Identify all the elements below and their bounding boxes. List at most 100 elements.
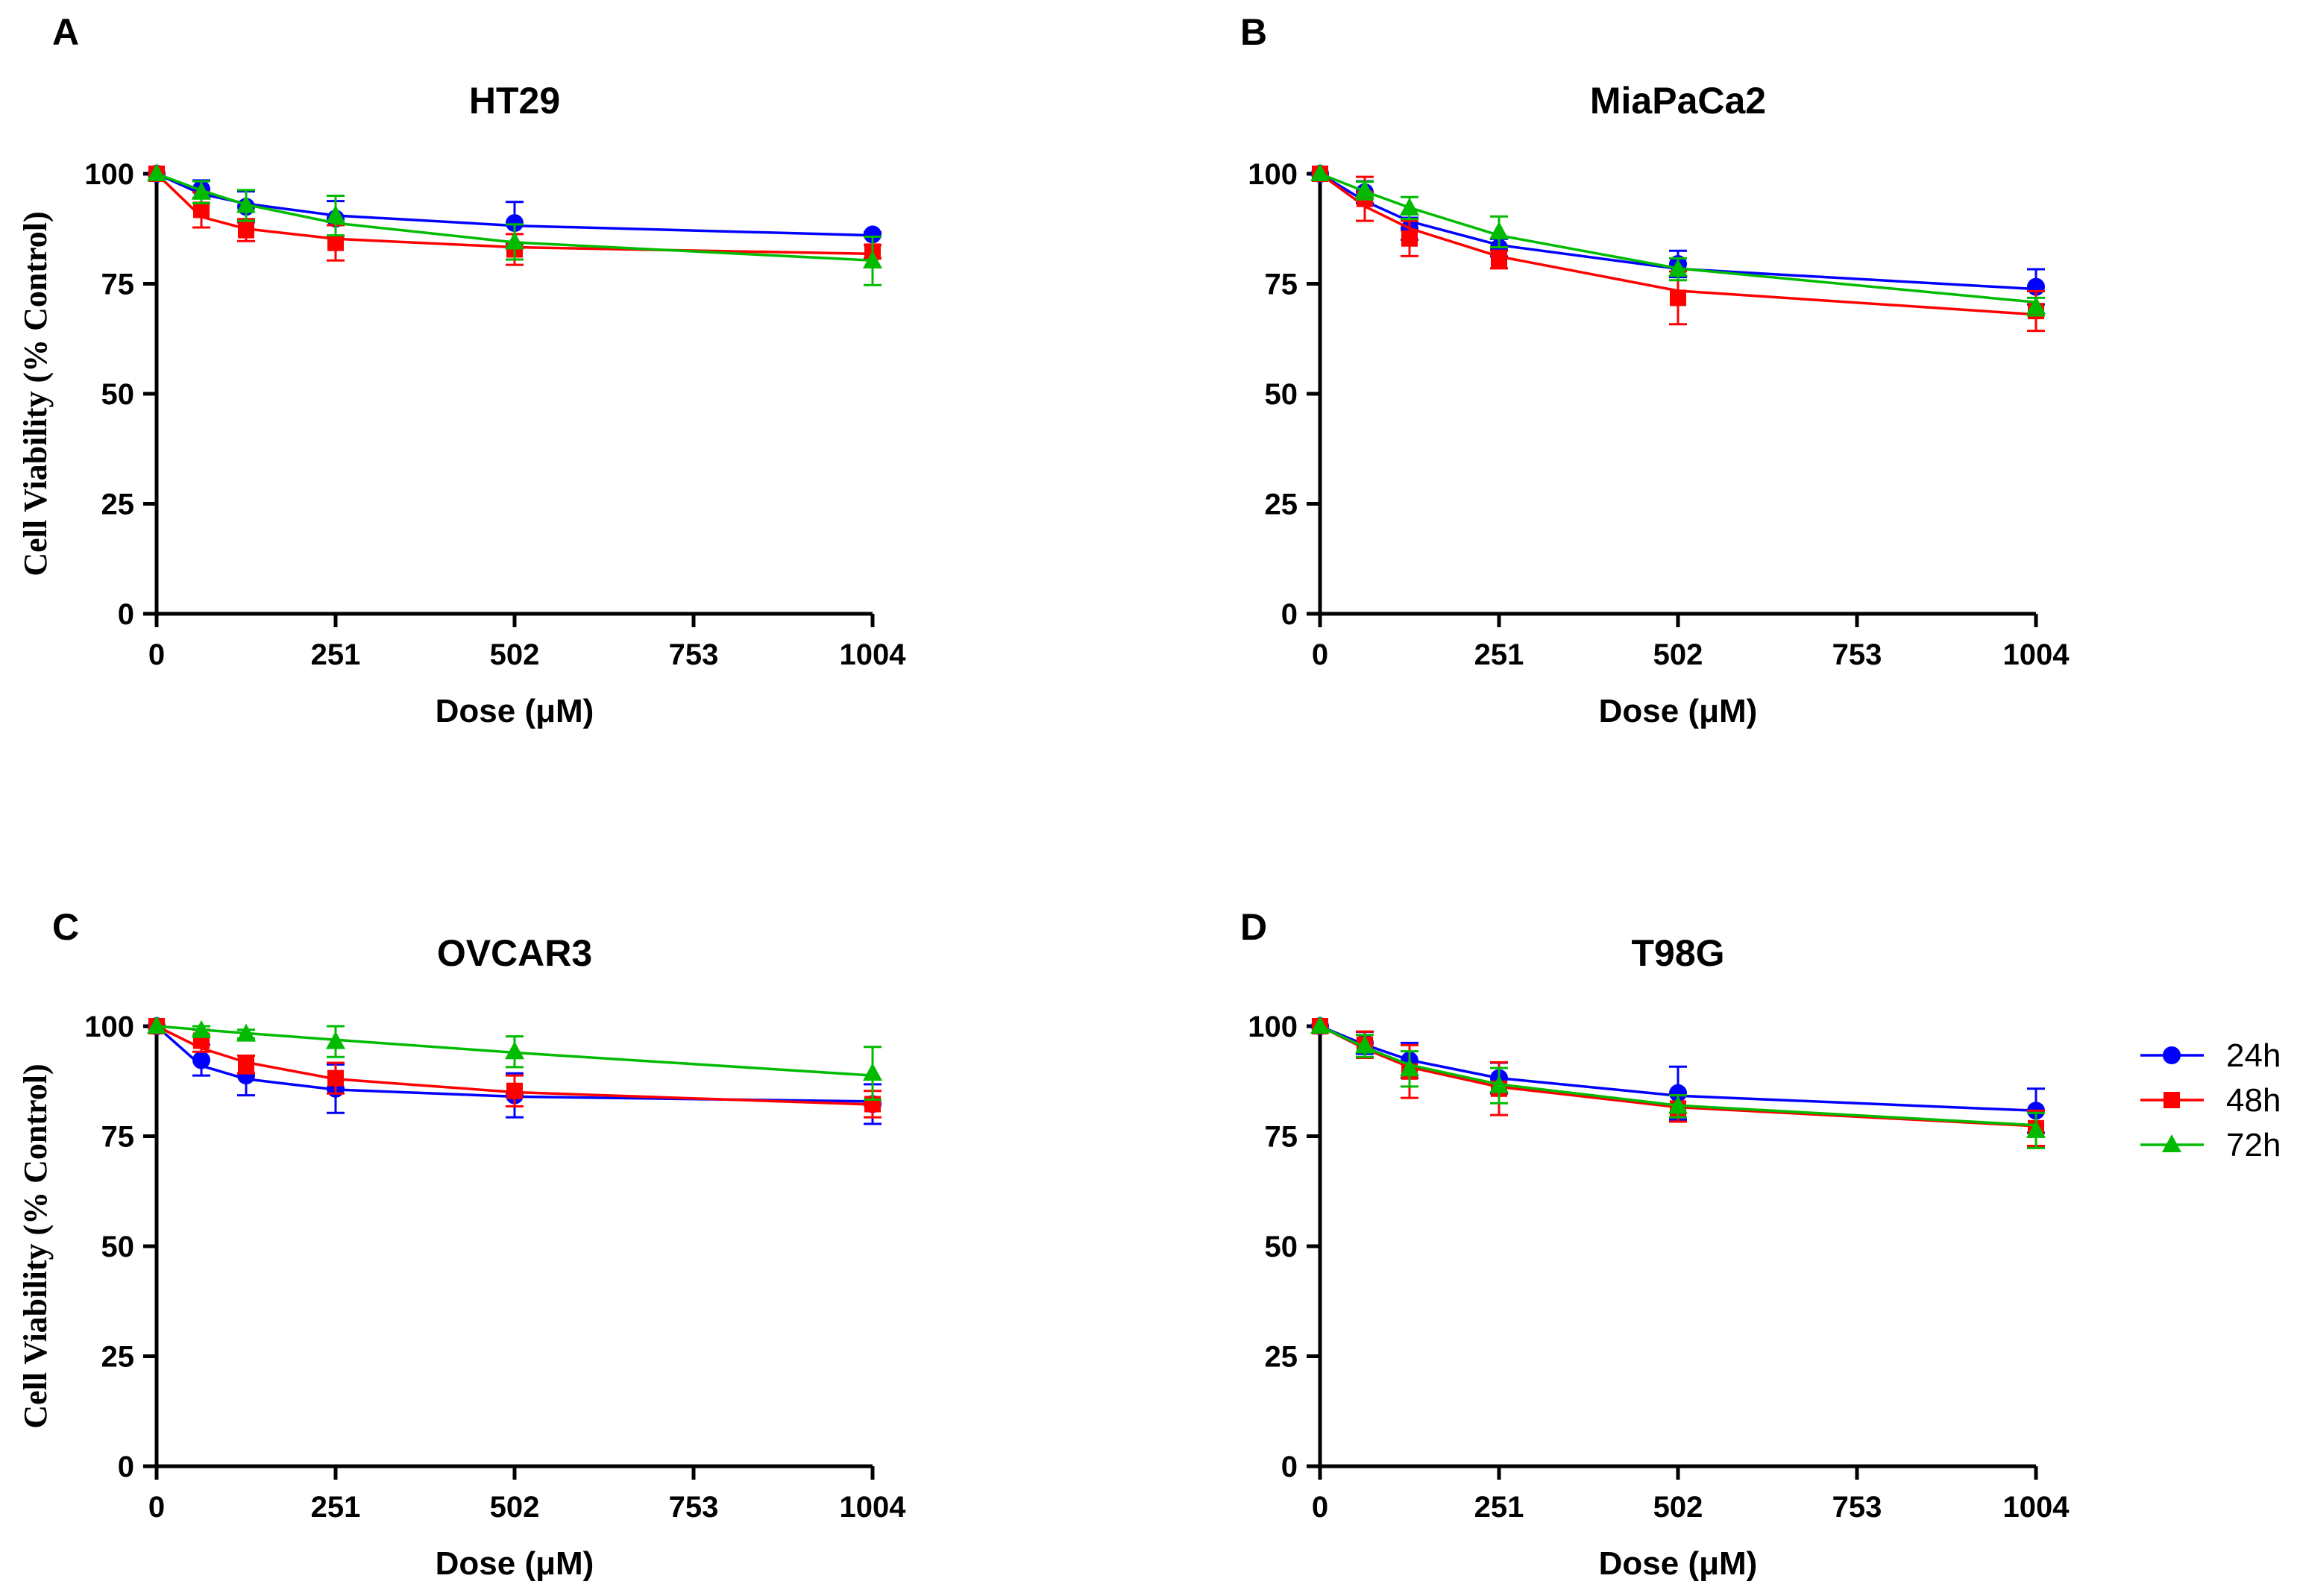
x-tick-label: 1004 <box>2003 1491 2070 1524</box>
data-point-72h <box>863 1063 882 1081</box>
fit-curve-72h <box>156 1025 873 1077</box>
y-axis-title: Cell Viability (% Control) <box>17 211 54 576</box>
y-tick-label: 50 <box>1265 1231 1298 1263</box>
data-point-72h <box>863 250 882 268</box>
data-point-72h <box>1355 1035 1374 1054</box>
x-tick-label: 753 <box>669 638 719 671</box>
x-tick-label: 502 <box>1653 1491 1703 1524</box>
series-72h <box>1310 163 2046 317</box>
data-point-48h <box>506 1082 523 1099</box>
data-point-48h <box>238 222 254 239</box>
series-72h <box>147 163 882 286</box>
data-point-24h <box>506 214 524 233</box>
y-axis-title: Cell Viability (% Control) <box>17 1064 54 1428</box>
x-axis-title: Dose (μM) <box>1599 1545 1758 1582</box>
data-point-72h <box>326 1031 345 1049</box>
y-tick-label: 0 <box>1281 1451 1298 1483</box>
y-tick-label: 100 <box>1248 1011 1298 1043</box>
data-point-72h <box>236 1023 256 1042</box>
legend-label: 72h <box>2226 1127 2281 1163</box>
x-tick-label: 251 <box>311 1491 361 1524</box>
x-tick-label: 502 <box>490 1491 540 1524</box>
y-tick-label: 50 <box>1265 378 1298 411</box>
data-point-72h <box>1489 1075 1509 1093</box>
chart-title: OVCAR3 <box>437 932 592 974</box>
y-tick-label: 25 <box>1265 488 1298 521</box>
data-point-24h <box>864 225 882 244</box>
data-point-48h <box>1670 289 1686 307</box>
data-point-24h <box>192 1051 210 1069</box>
y-tick-label: 75 <box>1265 268 1298 301</box>
y-tick-label: 75 <box>101 268 135 301</box>
data-point-72h <box>147 163 166 181</box>
legend-item-48h: 48h <box>2140 1082 2281 1119</box>
data-point-72h <box>1355 180 1374 198</box>
panel-letter: D <box>1240 906 1267 948</box>
series-72h <box>147 1016 882 1102</box>
y-tick-label: 0 <box>118 598 134 631</box>
y-tick-label: 50 <box>101 1231 135 1263</box>
x-tick-label: 502 <box>1653 638 1703 671</box>
data-point-72h <box>1668 259 1688 277</box>
y-tick-label: 75 <box>1265 1121 1298 1154</box>
data-point-48h <box>327 234 344 251</box>
x-axis-title: Dose (μM) <box>1599 693 1758 729</box>
chart-title: MiaPaCa2 <box>1590 80 1766 122</box>
panel-c: C OVCAR3 0 25 50 75 100 0 251 502 753 1004 Dose (μM)… <box>17 906 906 1582</box>
data-point-72h <box>1310 1016 1330 1034</box>
data-point-72h <box>192 181 211 200</box>
data-point-72h <box>326 205 345 224</box>
data-point-72h <box>505 231 524 250</box>
panel-letter: C <box>52 906 79 948</box>
y-tick-label: 50 <box>101 378 135 411</box>
series-48h <box>1312 166 2045 333</box>
legend-label: 48h <box>2226 1082 2281 1119</box>
panels: A HT29 0 25 50 75 100 0 251 502 753 1004 Dose (μM) Ce… <box>17 11 2070 1582</box>
legend-marker <box>2164 1092 2180 1108</box>
x-tick-label: 251 <box>1474 1491 1524 1524</box>
y-tick-label: 100 <box>1248 158 1298 191</box>
data-point-48h <box>327 1069 344 1087</box>
chart-title: HT29 <box>469 80 560 122</box>
x-tick-label: 1004 <box>2003 638 2070 671</box>
panel-a: A HT29 0 25 50 75 100 0 251 502 753 1004 Dose (μM) Ce… <box>17 11 906 729</box>
x-tick-label: 1004 <box>840 638 907 671</box>
data-point-72h <box>1400 198 1419 216</box>
fit-curve-72h <box>156 172 873 262</box>
x-tick-label: 753 <box>1832 1491 1882 1524</box>
x-tick-label: 0 <box>148 638 165 671</box>
legend-marker <box>2162 1134 2181 1152</box>
legend-marker <box>2163 1046 2181 1064</box>
x-axis-title: Dose (μM) <box>436 1545 594 1582</box>
series-72h <box>1310 1016 2046 1149</box>
data-point-72h <box>192 1020 211 1038</box>
panel-d: D T98G 0 25 50 75 100 0 251 502 753 1004 Dose (μM) <box>1240 906 2070 1582</box>
y-tick-label: 100 <box>84 158 134 191</box>
y-tick-label: 75 <box>101 1121 135 1154</box>
fit-curve-72h <box>1319 1025 2037 1127</box>
legend: 24h 48h 72h <box>2140 1037 2281 1163</box>
x-tick-label: 251 <box>1474 638 1524 671</box>
data-point-72h <box>1310 163 1330 181</box>
data-point-72h <box>236 195 256 213</box>
y-tick-label: 25 <box>101 1341 135 1374</box>
data-point-48h <box>1491 251 1507 268</box>
chart-title: T98G <box>1631 932 1724 974</box>
legend-label: 24h <box>2226 1037 2281 1074</box>
x-tick-label: 0 <box>1312 638 1328 671</box>
y-tick-label: 100 <box>84 1011 134 1043</box>
data-point-72h <box>1668 1096 1688 1114</box>
data-point-72h <box>1400 1058 1419 1077</box>
legend-item-24h: 24h <box>2140 1037 2281 1074</box>
x-tick-label: 251 <box>311 638 361 671</box>
x-tick-label: 0 <box>148 1491 165 1524</box>
x-tick-label: 502 <box>490 638 540 671</box>
data-point-48h <box>238 1056 254 1073</box>
x-tick-label: 753 <box>669 1491 719 1524</box>
x-axis-title: Dose (μM) <box>436 693 594 729</box>
series-48h <box>148 1018 882 1119</box>
y-tick-label: 25 <box>1265 1341 1298 1374</box>
y-tick-label: 0 <box>1281 598 1298 631</box>
data-point-48h <box>193 201 210 219</box>
